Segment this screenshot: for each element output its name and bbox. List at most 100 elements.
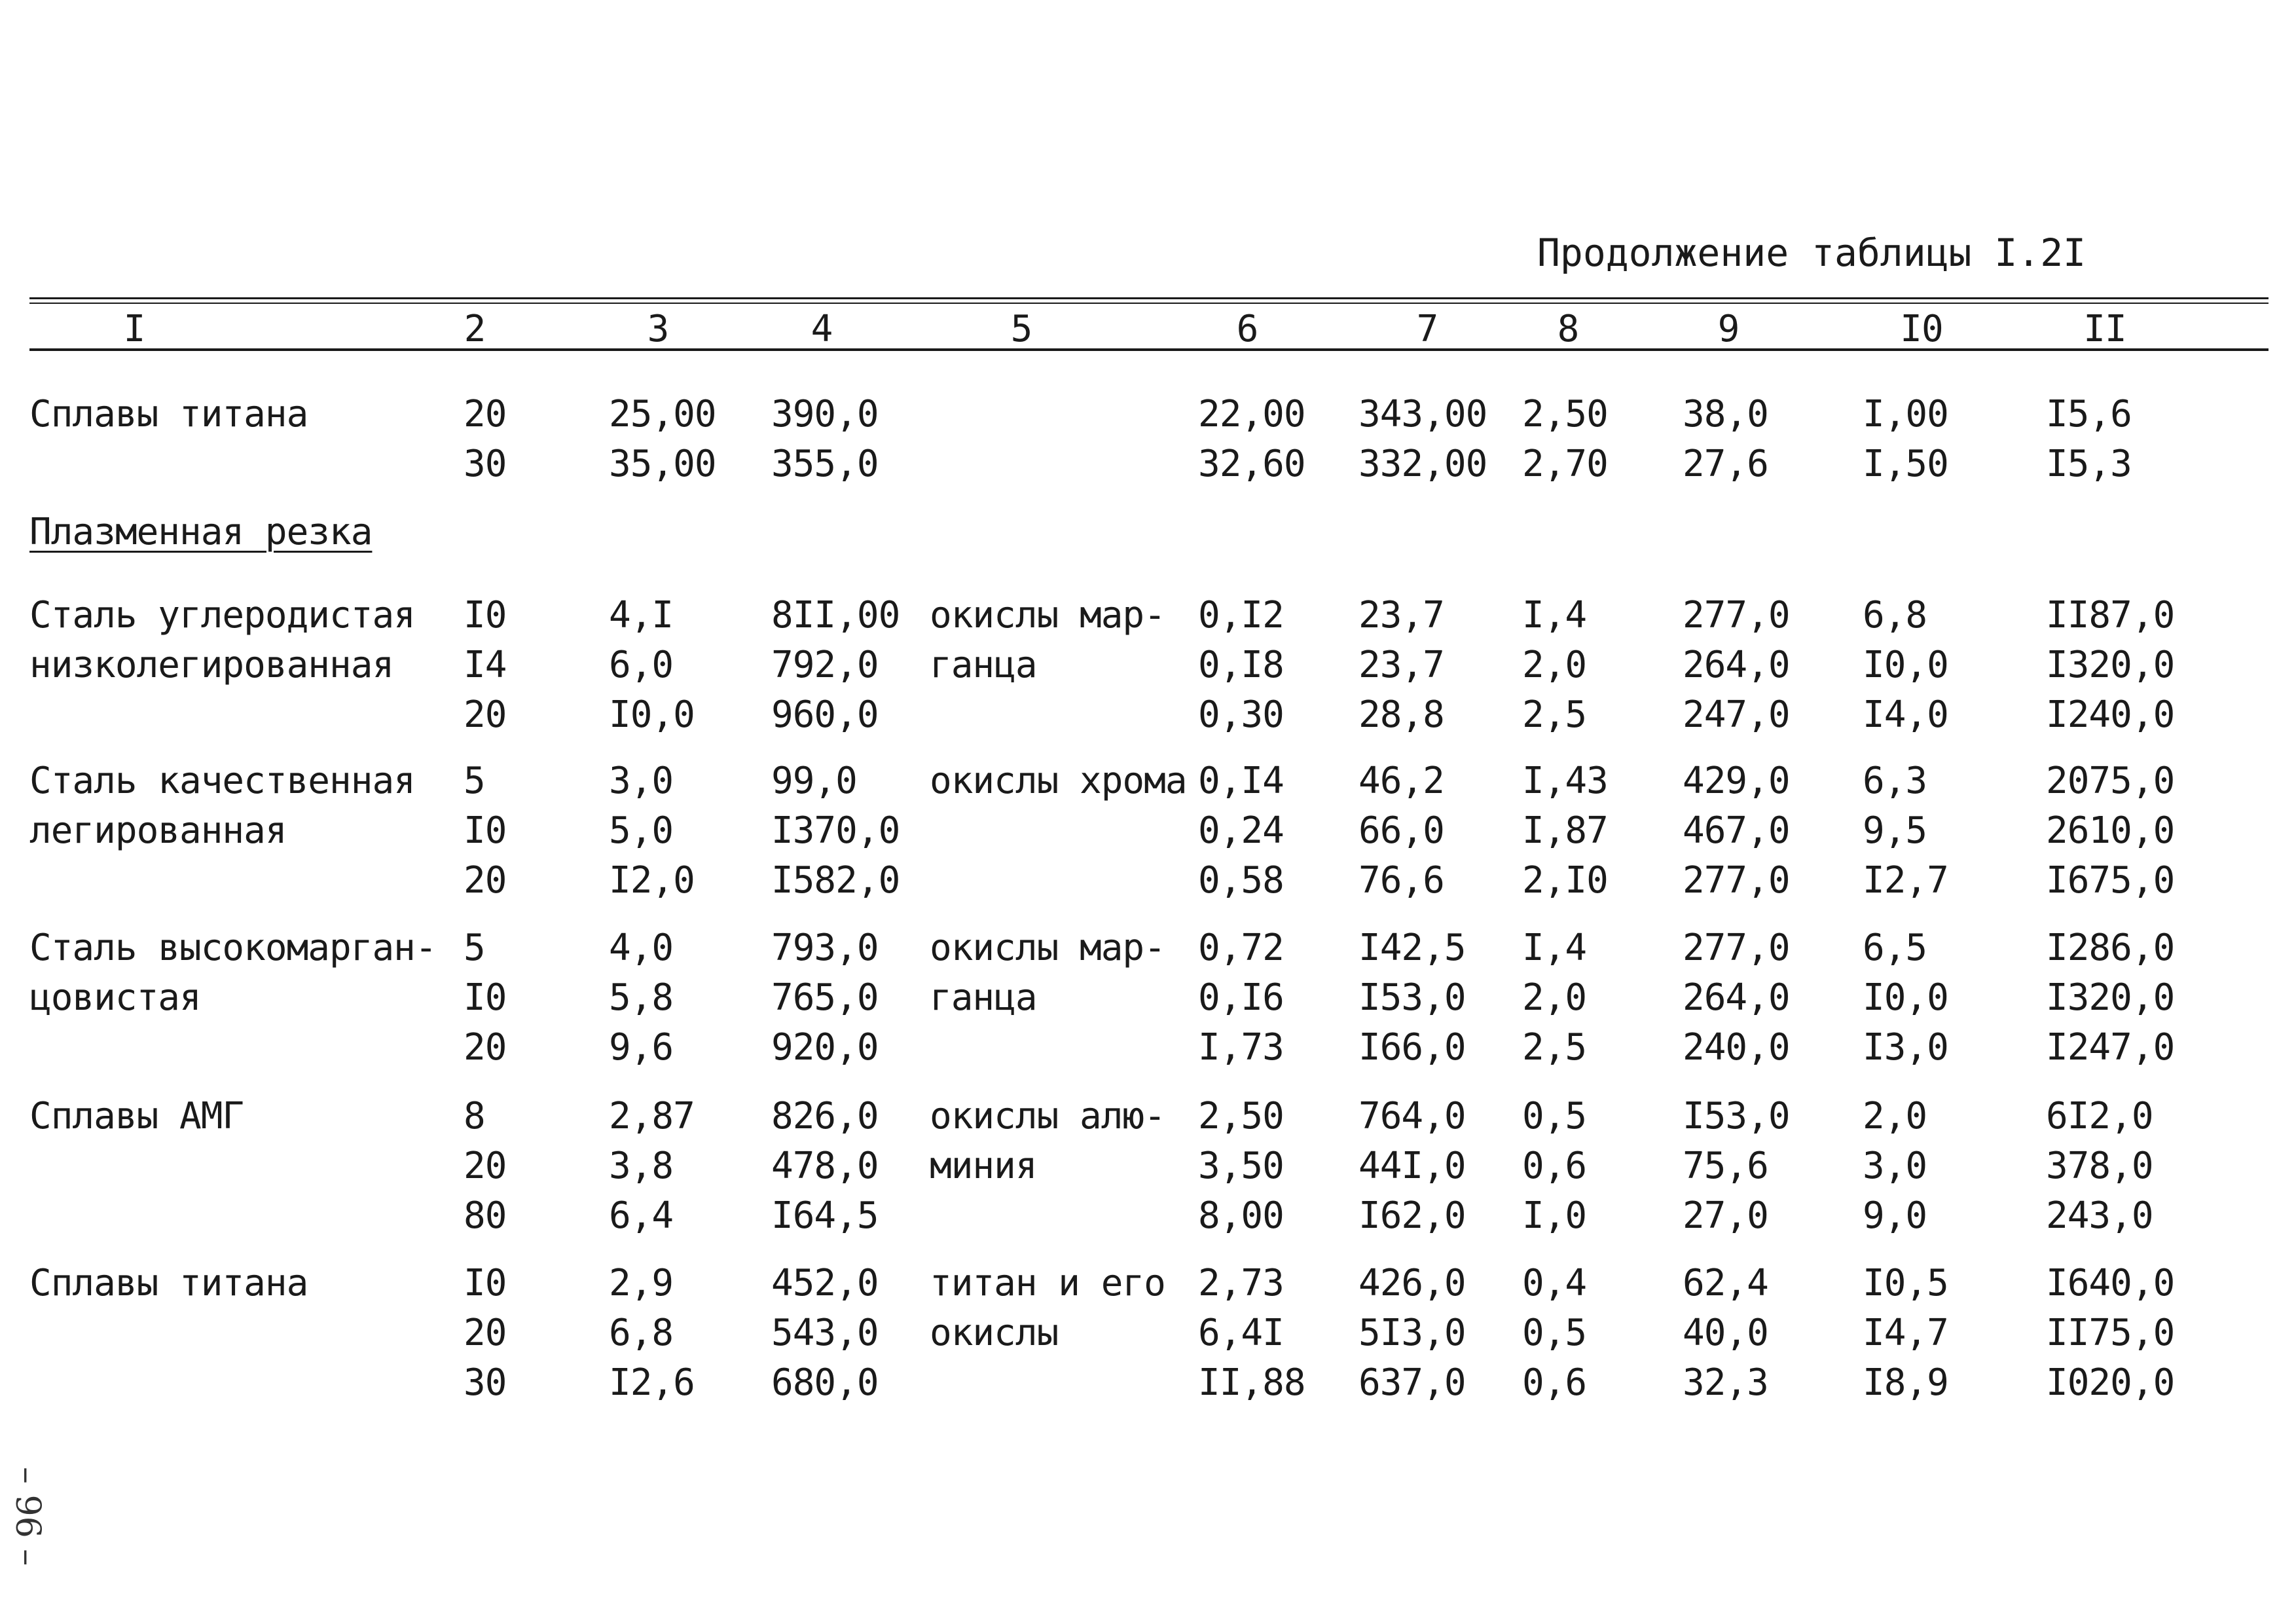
table-cell: II75,0 — [2046, 1312, 2175, 1354]
header-bottom-rule — [29, 348, 2269, 351]
table-cell: 2,0 — [1522, 976, 1587, 1019]
table-cell: 277,0 — [1683, 594, 1791, 637]
table-cell: 0,6 — [1522, 1361, 1587, 1404]
table-cell: I4,0 — [1863, 693, 1949, 736]
table-cell: 6,5 — [1863, 927, 1927, 969]
table-cell: окислы мар- — [930, 927, 1166, 969]
table-cell: 0,I8 — [1198, 644, 1285, 686]
table-cell: 378,0 — [2046, 1145, 2154, 1187]
table-cell: 20 — [464, 1145, 507, 1187]
table-cell: 2,5 — [1522, 1026, 1587, 1069]
table-cell: 20 — [464, 693, 507, 736]
header-cell-9: 9 — [1717, 308, 1740, 350]
table-cell: 27,0 — [1683, 1194, 1769, 1237]
header-top-rule-2 — [29, 303, 2269, 304]
table-cell: 2,73 — [1198, 1262, 1285, 1304]
table-cell: 27,6 — [1683, 443, 1769, 485]
table-cell: 30 — [464, 443, 507, 485]
header-cell-4: 4 — [811, 308, 833, 350]
table-cell: 9,6 — [609, 1026, 674, 1069]
table-cell: 44I,0 — [1358, 1145, 1467, 1187]
table-cell: 23,7 — [1358, 644, 1445, 686]
table-cell: I,73 — [1198, 1026, 1285, 1069]
table-cell: 2,0 — [1863, 1095, 1927, 1137]
table-cell: I2,0 — [609, 859, 695, 902]
table-cell: I0,5 — [1863, 1262, 1949, 1304]
table-cell: I,0 — [1522, 1194, 1587, 1237]
table-cell: I0 — [464, 976, 507, 1019]
table-cell: 8 — [464, 1095, 486, 1137]
table-cell: 2,I0 — [1522, 859, 1609, 902]
table-cell: 3,0 — [609, 760, 674, 802]
table-cell: 792,0 — [771, 644, 879, 686]
table-cell: 4,I — [609, 594, 674, 637]
table-cell: 2,70 — [1522, 443, 1609, 485]
table-cell: 2,5 — [1522, 693, 1587, 736]
table-cell: 0,6 — [1522, 1145, 1587, 1187]
table-cell: 0,30 — [1198, 693, 1285, 736]
table-cell: 264,0 — [1683, 644, 1791, 686]
table-cell: I,4 — [1522, 927, 1587, 969]
material-name: Сплавы титана — [29, 393, 308, 435]
table-cell: 32,60 — [1198, 443, 1306, 485]
table-cell: I4,7 — [1863, 1312, 1949, 1354]
table-caption: Продолжение таблицы I.2I — [1537, 231, 2086, 275]
table-cell: 28,8 — [1358, 693, 1445, 736]
table-cell: 343,00 — [1358, 393, 1487, 435]
page-number-mark: – 96 – — [8, 1467, 47, 1566]
table-cell: 25,00 — [609, 393, 717, 435]
table-cell: 99,0 — [771, 760, 858, 802]
table-cell: 0,72 — [1198, 927, 1285, 969]
table-cell: ганца — [930, 976, 1038, 1019]
header-cell-7: 7 — [1416, 308, 1439, 350]
table-cell: I62,0 — [1358, 1194, 1467, 1237]
table-cell: 390,0 — [771, 393, 879, 435]
table-cell: 247,0 — [1683, 693, 1791, 736]
table-cell: 5I3,0 — [1358, 1312, 1467, 1354]
table-cell: окислы — [930, 1312, 1059, 1354]
material-name: Сталь углеродистая — [29, 594, 416, 637]
material-name: Сплавы титана — [29, 1262, 308, 1304]
table-cell: 543,0 — [771, 1312, 879, 1354]
material-name: цовистая — [29, 976, 202, 1019]
table-cell: 22,00 — [1198, 393, 1306, 435]
table-cell: 5,0 — [609, 809, 674, 852]
table-cell: 6,0 — [609, 644, 674, 686]
table-cell: 0,I2 — [1198, 594, 1285, 637]
table-cell: 637,0 — [1358, 1361, 1467, 1404]
table-cell: I0,0 — [609, 693, 695, 736]
table-cell: I5,3 — [2046, 443, 2132, 485]
table-cell: I53,0 — [1358, 976, 1467, 1019]
table-cell: 3,0 — [1863, 1145, 1927, 1187]
table-cell: 5,8 — [609, 976, 674, 1019]
table-cell: I247,0 — [2046, 1026, 2175, 1069]
table-cell: 764,0 — [1358, 1095, 1467, 1137]
header-top-rule — [29, 297, 2269, 299]
table-cell: I0 — [464, 809, 507, 852]
table-cell: I66,0 — [1358, 1026, 1467, 1069]
table-cell: 2,0 — [1522, 644, 1587, 686]
table-cell: I582,0 — [771, 859, 900, 902]
table-cell: 332,00 — [1358, 443, 1487, 485]
table-cell: 35,00 — [609, 443, 717, 485]
table-cell: 5 — [464, 760, 486, 802]
table-cell: 920,0 — [771, 1026, 879, 1069]
table-cell: I,43 — [1522, 760, 1609, 802]
table-cell: I240,0 — [2046, 693, 2175, 736]
material-name: легированная — [29, 809, 287, 852]
table-cell: I8,9 — [1863, 1361, 1949, 1404]
table-cell: 2610,0 — [2046, 809, 2175, 852]
table-cell: 23,7 — [1358, 594, 1445, 637]
table-cell: окислы мар- — [930, 594, 1166, 637]
table-cell: 6,3 — [1863, 760, 1927, 802]
table-cell: I320,0 — [2046, 644, 2175, 686]
table-cell: 6,4 — [609, 1194, 674, 1237]
table-cell: I,00 — [1863, 393, 1949, 435]
header-cell-2: 2 — [464, 308, 486, 350]
header-cell-5: 5 — [1010, 308, 1033, 350]
table-cell: I5,6 — [2046, 393, 2132, 435]
table-cell: 0,I4 — [1198, 760, 1285, 802]
table-cell: титан и его — [930, 1262, 1166, 1304]
table-cell: 0,24 — [1198, 809, 1285, 852]
table-cell: 478,0 — [771, 1145, 879, 1187]
